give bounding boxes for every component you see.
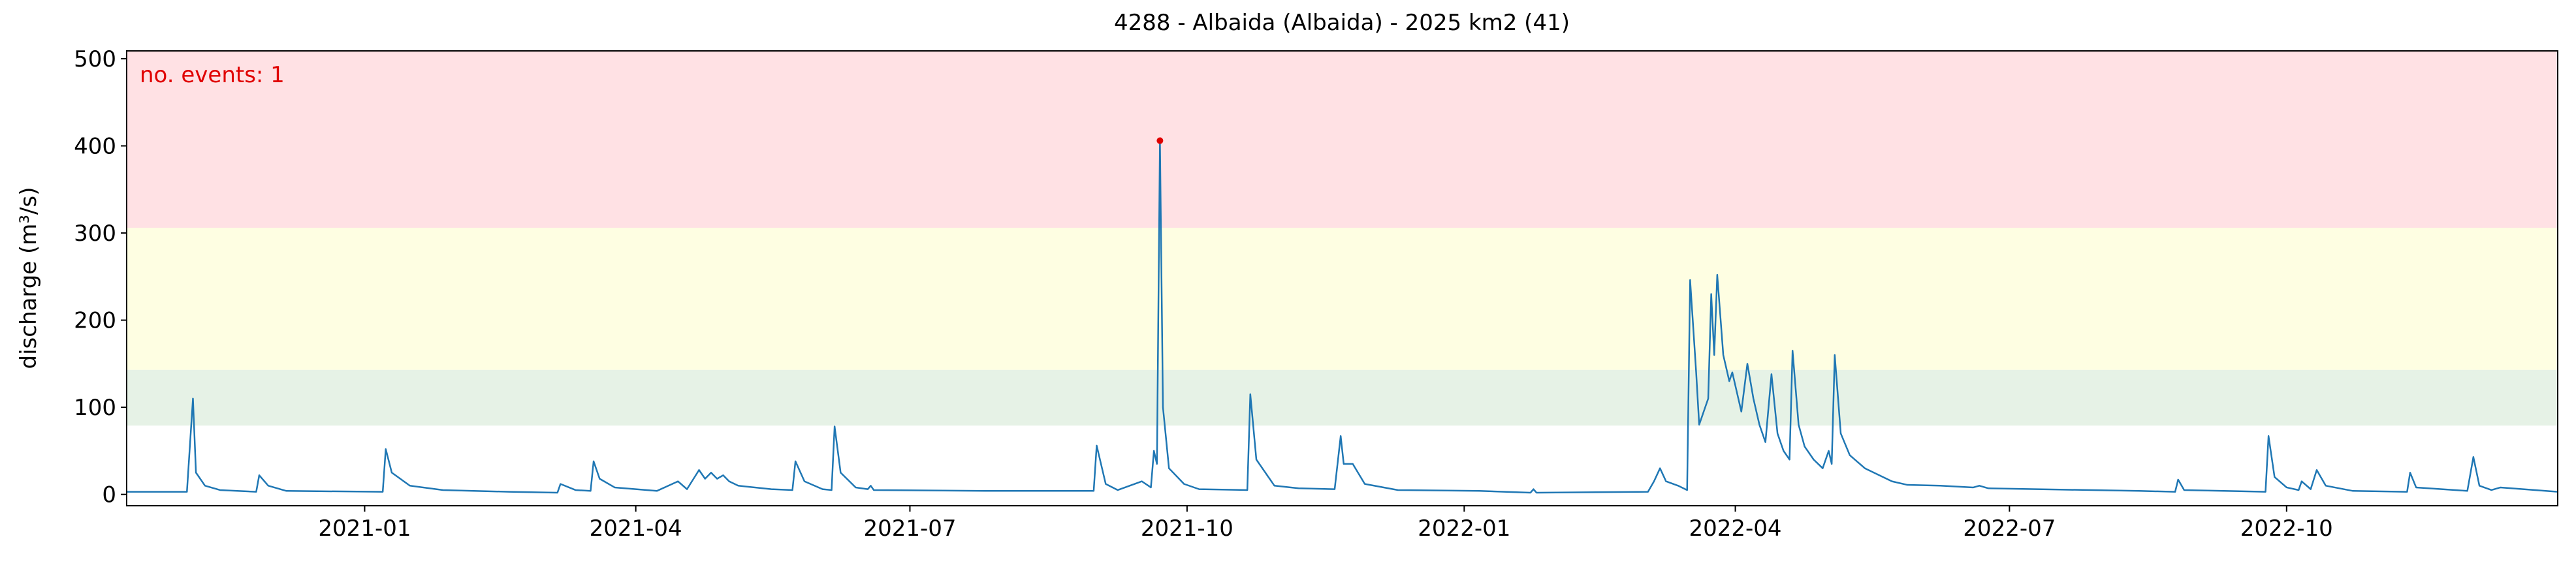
y-axis-label: discharge (m³/s)	[16, 187, 42, 369]
discharge-line	[127, 140, 2558, 494]
event-count: no. events: 1	[140, 62, 285, 88]
threshold-band	[127, 51, 2558, 228]
x-tick-label: 2022-04	[1689, 516, 1782, 542]
y-tick-label: 300	[74, 221, 116, 247]
threshold-band	[127, 369, 2558, 426]
x-tick-label: 2022-10	[2240, 516, 2333, 542]
y-tick-label: 200	[74, 308, 116, 334]
x-tick-label: 2022-01	[1418, 516, 1510, 542]
y-tick-label: 400	[74, 134, 116, 160]
x-tick-label: 2021-01	[318, 516, 411, 542]
x-tick-label: 2022-07	[1963, 516, 2056, 542]
x-tick-label: 2021-10	[1141, 516, 1233, 542]
y-tick-label: 100	[74, 395, 116, 421]
threshold-band	[127, 228, 2558, 370]
event-marker	[1156, 137, 1164, 144]
plot-frame	[126, 50, 2558, 506]
x-tick-label: 2021-04	[590, 516, 682, 542]
x-tick-label: 2021-07	[863, 516, 956, 542]
y-tick-label: 0	[102, 482, 116, 508]
y-tick-label: 500	[74, 46, 116, 72]
chart-title: 4288 - Albaida (Albaida) - 2025 km2 (41)	[1114, 10, 1570, 36]
